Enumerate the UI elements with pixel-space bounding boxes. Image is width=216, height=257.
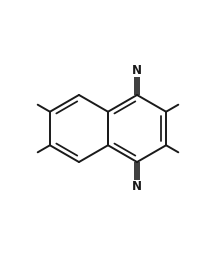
Text: N: N: [132, 180, 142, 193]
Text: N: N: [132, 64, 142, 77]
